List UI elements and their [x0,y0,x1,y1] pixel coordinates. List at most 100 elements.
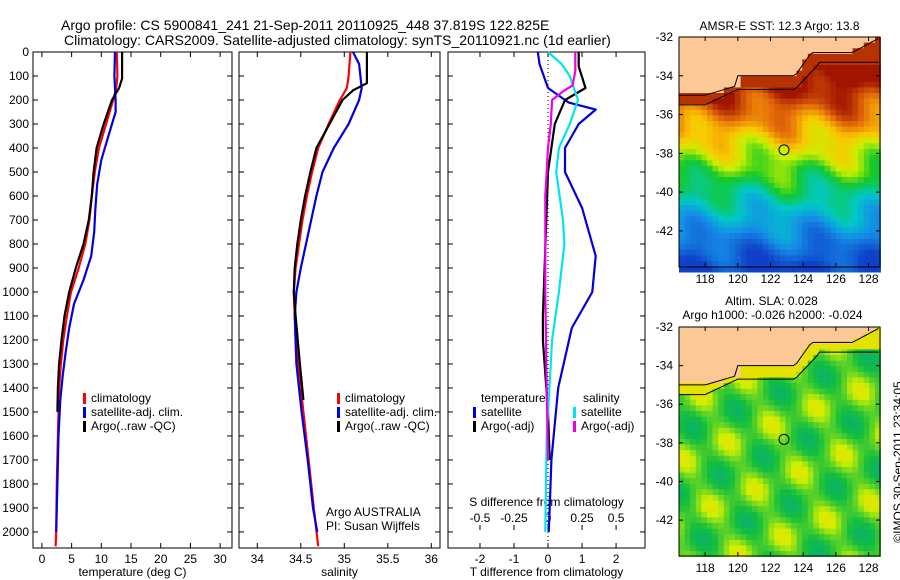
map-cell [740,216,747,223]
map-cell [841,76,848,83]
map-cell [791,238,797,245]
map-cell [695,528,702,535]
map-cell [684,366,691,373]
map-cell [785,371,792,378]
map-cell [735,165,741,172]
map-cell [863,450,870,457]
map-cell [679,439,685,445]
sla_map-xtick-label: 124 [793,561,813,575]
map-cell [863,165,870,172]
map-cell [746,149,753,155]
map-cell [841,221,848,228]
map-cell [684,121,691,127]
map-cell [712,439,719,445]
map-cell [819,388,825,395]
map-cell [707,137,713,144]
map-cell [807,216,814,223]
map-cell [796,388,803,395]
map-cell [835,483,842,490]
map-cell [757,360,764,367]
map-cell [830,65,837,71]
map-cell [735,472,741,479]
map-cell [718,433,725,440]
map-cell [701,59,708,66]
map-cell [858,210,865,217]
map-cell [757,227,764,234]
map-cell [852,255,859,262]
map-cell [735,221,741,228]
map-cell [841,104,848,111]
map-cell [701,205,708,211]
map-cell [847,411,853,417]
map-cell [718,216,725,223]
map-cell [785,349,792,356]
map-cell [813,422,820,429]
map-cell [841,450,848,457]
map-cell [807,411,814,417]
map-cell [863,495,870,501]
map-cell [729,227,736,234]
map-cell [751,411,758,417]
map-cell [723,427,730,434]
map-cell [847,523,853,529]
map-cell [735,227,741,234]
map-cell [723,439,730,445]
map-cell [791,411,797,417]
map-cell [807,143,814,150]
map-cell [875,343,881,350]
map-cell [791,109,797,116]
map-cell [729,528,736,535]
map-cell [774,388,781,395]
map-cell [740,366,747,373]
map-cell [858,76,865,83]
map-cell [746,255,753,262]
map-cell [875,255,881,262]
map-cell [835,388,842,395]
sdiff-tick-label: 0.5 [608,511,625,525]
map-cell [740,461,747,468]
map-cell [718,53,725,60]
map-cell [707,338,713,345]
map-cell [841,255,848,262]
map-cell [791,42,797,49]
map-cell [774,411,781,417]
map-cell [740,534,747,541]
map-cell [796,416,803,423]
map-cell [779,255,786,262]
map-cell [751,160,758,167]
map-cell [858,444,865,451]
map-cell [729,478,736,485]
map-cell [796,76,803,83]
map-cell [858,221,865,228]
map-cell [707,506,713,513]
map-cell [695,216,702,223]
map-cell [824,539,831,546]
map-cell [875,182,881,189]
map-cell [701,383,708,389]
map-cell [802,383,809,389]
map-cell [863,394,870,401]
map-cell [707,517,713,524]
map-cell [751,551,758,557]
map-cell [701,461,708,468]
map-cell [757,199,764,206]
map-cell [835,216,842,223]
map-cell [763,221,769,228]
map-cell [746,534,753,541]
map-cell [841,177,848,183]
map-cell [735,539,741,546]
map-cell [807,199,814,206]
map-cell [768,199,775,206]
map-cell [740,450,747,457]
map-cell [830,534,837,541]
map-cell [819,517,825,524]
map-cell [679,205,685,211]
map-cell [779,137,786,144]
map-cell [768,523,775,529]
map-cell [695,506,702,513]
map-cell [740,433,747,440]
map-cell [824,182,831,189]
map-cell [701,338,708,345]
map-cell [701,165,708,172]
map-cell [690,65,697,71]
